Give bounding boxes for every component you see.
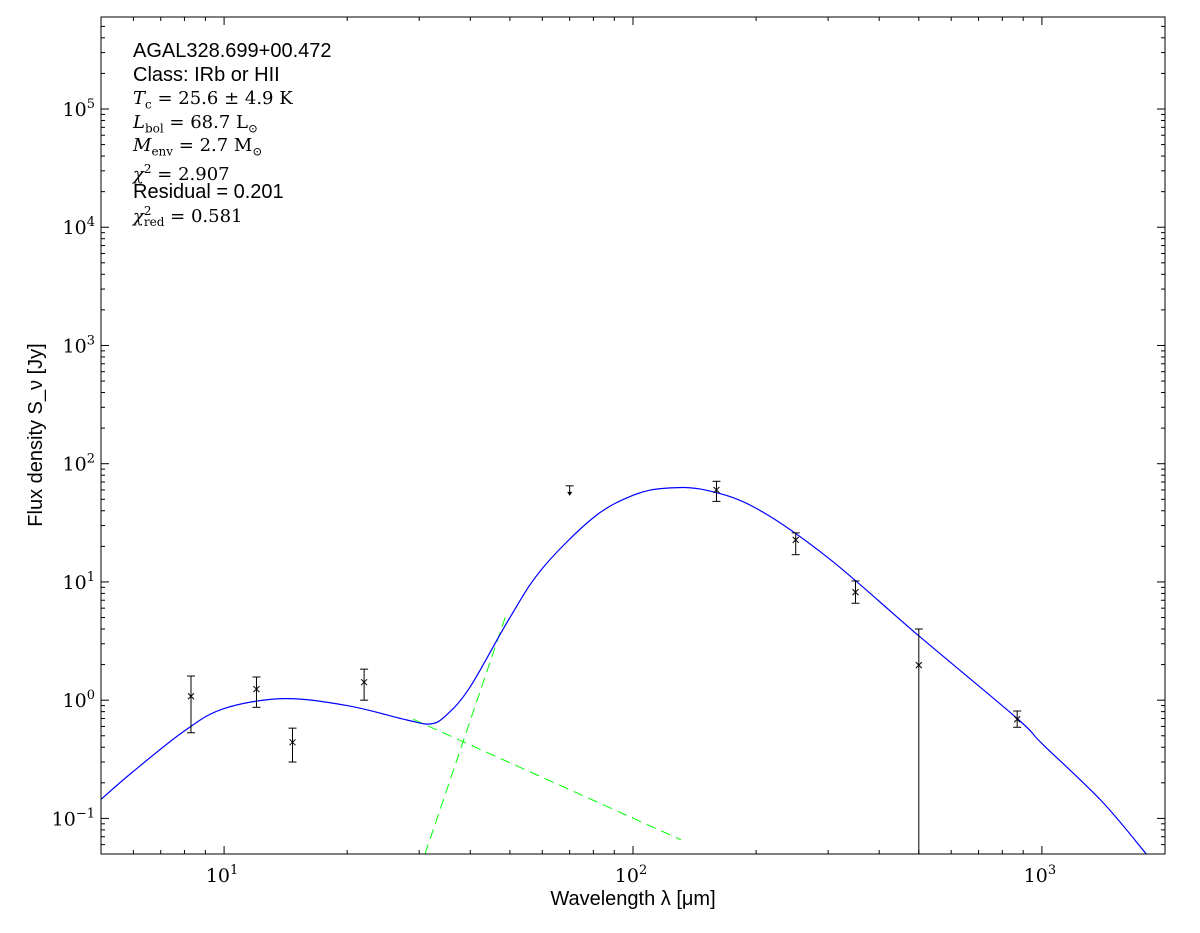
residual: Residual = 0.201 [133, 181, 284, 203]
tick-base: 10 [63, 572, 87, 594]
menv-sub: env [151, 144, 174, 159]
chi2-sym: χ [133, 163, 144, 185]
reduced-chi-squared: χ2 red = 0.581 [133, 205, 332, 229]
y-tick-label: 105 [63, 97, 95, 121]
chi2red-sym: χ [133, 205, 144, 227]
y-axis-label: Flux density S_ν [Jy] [25, 343, 47, 526]
x-marker [1013, 715, 1021, 723]
data-point [360, 668, 369, 701]
tick-exp: 3 [1048, 863, 1056, 878]
tick-exp: 1 [87, 570, 95, 585]
tick-exp: 0 [87, 688, 95, 703]
tick-base: 10 [63, 690, 87, 712]
model-component-2 [424, 613, 507, 854]
tick-base: 10 [52, 808, 76, 830]
envelope-mass: Menv = 2.7 M⊙ [133, 134, 332, 159]
tick-exp: 3 [87, 333, 95, 348]
lbol-sym: L [133, 111, 145, 133]
x-marker [713, 486, 720, 494]
model-component-1 [412, 718, 682, 841]
x-axis-label: Wavelength λ [μm] [550, 888, 715, 910]
x-marker [852, 588, 859, 596]
y-tick-label: 10−1 [52, 806, 95, 830]
tick-base: 10 [63, 454, 87, 476]
x-marker [792, 536, 800, 544]
tc-sub: c [145, 97, 152, 112]
x-tick-label: 103 [1024, 863, 1056, 887]
chi-squared: χ2 = 2.907 [133, 158, 332, 185]
data-point [288, 727, 297, 763]
menv-sym: M [133, 135, 152, 156]
data-point [851, 580, 860, 604]
y-tick-label: 102 [63, 452, 95, 476]
data-point [1013, 710, 1022, 728]
tick-base: 10 [1024, 865, 1048, 887]
model-total-curve [101, 486, 1147, 854]
tick-exp: 4 [87, 215, 95, 230]
x-marker [360, 678, 368, 686]
lbol-value: = 68.7 L [163, 111, 248, 133]
tick-exp: −1 [76, 806, 95, 821]
tc-sym: T [133, 88, 146, 109]
x-marker [915, 661, 923, 669]
chi2red-value: = 0.581 [164, 205, 243, 227]
temperature: Tc = 25.6 ± 4.9 K [133, 87, 332, 112]
chi2-value: = 2.907 [151, 163, 230, 185]
data-point [712, 480, 721, 502]
tick-base: 10 [63, 335, 87, 357]
tick-exp: 2 [87, 452, 95, 467]
tick-base: 10 [63, 217, 87, 239]
sun-symbol: ⊙ [247, 121, 259, 136]
source-name: AGAL328.699+00.472 [133, 40, 332, 62]
upper-limit [565, 485, 574, 496]
fit-annotation: AGAL328.699+00.472 Class: IRb or HII Tc … [133, 40, 332, 228]
y-tick-label: 100 [63, 688, 95, 712]
chi2-sup: 2 [143, 161, 152, 176]
x-tick-label: 101 [206, 863, 238, 887]
tick-base: 10 [615, 865, 639, 887]
lbol-sub: bol [144, 121, 164, 136]
data-point [187, 675, 196, 734]
menv-value: = 2.7 M [173, 135, 253, 156]
sun-symbol: ⊙ [252, 144, 263, 159]
x-marker [253, 685, 260, 693]
tc-value: = 25.6 ± 4.9 K [151, 88, 293, 109]
x-marker [187, 692, 195, 700]
data-point [252, 676, 261, 708]
tick-base: 10 [63, 99, 87, 121]
x-marker [289, 738, 296, 746]
x-tick-label: 102 [615, 863, 647, 887]
y-tick-label: 104 [63, 215, 95, 239]
down-arrow-icon [567, 491, 573, 496]
chi2red-sub: red [143, 214, 165, 229]
tick-exp: 1 [230, 863, 238, 878]
tick-exp: 5 [87, 97, 95, 112]
plot-area [101, 480, 1147, 854]
data-point [791, 532, 800, 556]
chi2red-sup: 2 [143, 203, 152, 218]
tick-base: 10 [206, 865, 230, 887]
tick-exp: 2 [639, 863, 647, 878]
data-point [914, 628, 923, 854]
source-class: Class: IRb or HII [133, 63, 280, 86]
y-tick-label: 101 [63, 570, 95, 594]
y-tick-label: 103 [63, 333, 95, 357]
luminosity: Lbol = 68.7 L⊙ [133, 111, 332, 136]
